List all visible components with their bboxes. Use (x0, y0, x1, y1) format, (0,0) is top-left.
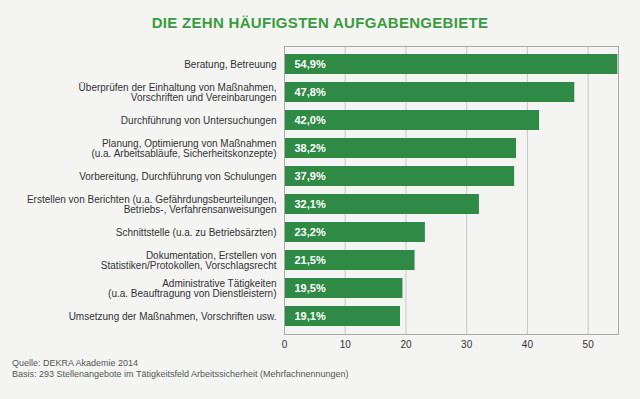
svg-text:Umsetzung der Maßnahmen, Vorsc: Umsetzung der Maßnahmen, Vorschriften us… (69, 311, 277, 322)
html-text:DIE ZEHN HÄUFIGSTEN AUFGABENGE: DIE ZEHN HÄUFIGSTEN AUFGABENGEBIETE (151, 14, 489, 31)
svg-text:Überprüfen der Einhaltung von: Überprüfen der Einhaltung von Maßnahmen,… (79, 82, 277, 103)
svg-text:Dokumentation, Erstellen vonSt: Dokumentation, Erstellen vonStatistiken/… (101, 250, 277, 271)
svg-text:32,1%: 32,1% (295, 198, 326, 210)
svg-text:Planung, Optimierung von Maßna: Planung, Optimierung von Maßnahmen(u.a. … (91, 138, 276, 159)
html-text:Basis: 293 Stellenangebote im: Basis: 293 Stellenangebote im Tätigkeits… (12, 369, 349, 379)
svg-text:Erstellen von Berichten (u.a.: Erstellen von Berichten (u.a. Gefährdung… (27, 194, 277, 215)
svg-text:Administrative Tätigkeiten(u.a: Administrative Tätigkeiten(u.a. Beauftra… (108, 278, 276, 299)
svg-text:Durchführung von Untersuchunge: Durchführung von Untersuchungen (121, 115, 277, 126)
svg-text:54,9%: 54,9% (295, 58, 326, 70)
svg-text:19,5%: 19,5% (295, 282, 326, 294)
svg-text:50: 50 (583, 339, 595, 350)
svg-text:21,5%: 21,5% (295, 254, 326, 266)
svg-text:20: 20 (400, 339, 412, 350)
svg-text:0: 0 (282, 339, 288, 350)
svg-text:40: 40 (522, 339, 534, 350)
svg-text:Schnittstelle (u.a. zu Betrieb: Schnittstelle (u.a. zu Betriebsärzten) (116, 227, 277, 238)
html-text:Quelle: DEKRA Akademie 2014: Quelle: DEKRA Akademie 2014 (12, 358, 139, 368)
svg-text:23,2%: 23,2% (295, 226, 326, 238)
svg-text:47,8%: 47,8% (295, 86, 326, 98)
svg-text:38,2%: 38,2% (295, 142, 326, 154)
svg-text:37,9%: 37,9% (295, 170, 326, 182)
svg-text:42,0%: 42,0% (295, 114, 326, 126)
svg-text:Beratung, Betreuung: Beratung, Betreuung (184, 59, 276, 70)
svg-text:19,1%: 19,1% (295, 310, 326, 322)
svg-text:10: 10 (340, 339, 352, 350)
svg-text:Vorbereitung, Durchführung von: Vorbereitung, Durchführung von Schulunge… (79, 171, 276, 182)
svg-text:30: 30 (461, 339, 473, 350)
